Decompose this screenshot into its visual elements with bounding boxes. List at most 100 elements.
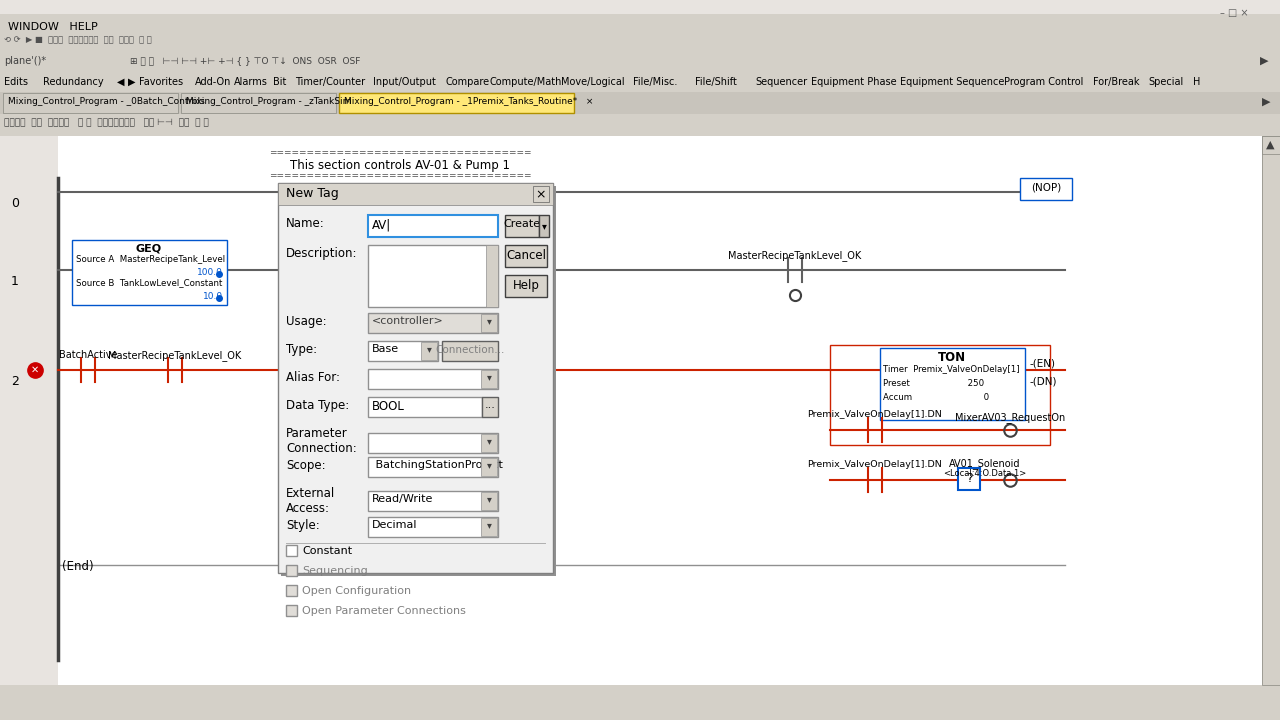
Bar (285, 545, 297, 556)
Bar (506, 275, 547, 297)
Bar (369, 517, 498, 537)
Text: WINDOW   HELP: WINDOW HELP (8, 22, 97, 32)
Bar (829, 345, 1050, 445)
Bar (0, 32, 1280, 52)
Text: 2: 2 (12, 375, 19, 388)
Text: <Local:4:O.Data.1>: <Local:4:O.Data.1> (943, 469, 1027, 478)
Text: TON: TON (938, 351, 966, 364)
Text: BatchingStationProject: BatchingStationProject (372, 460, 503, 470)
Text: ▶: ▶ (1262, 97, 1271, 107)
Text: Cancel: Cancel (506, 249, 547, 262)
Text: AV01_Solenoid: AV01_Solenoid (950, 458, 1020, 469)
Text: Alarms: Alarms (234, 77, 268, 87)
Text: AV|: AV| (372, 218, 392, 231)
Bar (339, 93, 573, 113)
Text: 1: 1 (12, 275, 19, 288)
Text: 100.0: 100.0 (197, 268, 223, 277)
Text: Equipment Phase: Equipment Phase (812, 77, 896, 87)
Bar (0, 72, 1280, 92)
Text: ▾: ▾ (426, 344, 431, 354)
Text: Compare: Compare (445, 77, 489, 87)
Bar (0, 136, 58, 685)
Text: ▾: ▾ (486, 520, 492, 530)
Bar (957, 468, 980, 490)
Text: ▾: ▾ (486, 494, 492, 504)
Bar (285, 585, 297, 596)
Text: Usage:: Usage: (285, 315, 326, 328)
Text: ▾: ▾ (486, 316, 492, 326)
Text: Sequencing: Sequencing (302, 566, 367, 576)
Bar (421, 342, 436, 360)
Bar (881, 348, 1025, 420)
Bar (1262, 136, 1280, 685)
Bar (0, 92, 1280, 114)
Text: ===================================: =================================== (269, 148, 531, 157)
Text: BatchActive: BatchActive (59, 350, 118, 360)
Text: ▲: ▲ (1266, 140, 1275, 150)
Text: Equipment Sequence: Equipment Sequence (900, 77, 1004, 87)
Text: Description:: Description: (285, 247, 357, 260)
Bar (285, 605, 297, 616)
Bar (481, 314, 497, 332)
Text: ▶: ▶ (1260, 56, 1268, 66)
Text: Base: Base (372, 344, 399, 354)
Text: Decimal: Decimal (372, 520, 417, 530)
Text: Create: Create (503, 219, 540, 229)
Text: ▾: ▾ (486, 372, 492, 382)
Text: MasterRecipeTankLevel_OK: MasterRecipeTankLevel_OK (109, 350, 242, 361)
Text: ...: ... (485, 400, 495, 410)
Bar (481, 518, 497, 536)
Bar (481, 492, 497, 510)
Text: MixerAV03_RequestOn: MixerAV03_RequestOn (955, 412, 1065, 423)
Bar (369, 215, 498, 237)
Text: BOOL: BOOL (372, 400, 404, 413)
Text: Mixing_Control_Program - _1Premix_Tanks_Routine*   ×: Mixing_Control_Program - _1Premix_Tanks_… (344, 97, 594, 106)
Text: Preset                     250: Preset 250 (883, 379, 984, 388)
Bar (0, 0, 1280, 14)
Text: File/Misc.: File/Misc. (634, 77, 678, 87)
Bar (481, 434, 497, 452)
Text: For/Break: For/Break (1093, 77, 1139, 87)
Bar (369, 369, 498, 389)
Text: 10.0: 10.0 (202, 292, 223, 301)
Text: ▾: ▾ (486, 436, 492, 446)
Text: MasterRecipeTankLevel_OK: MasterRecipeTankLevel_OK (728, 250, 861, 261)
Text: Source A  MasterRecipeTank_Level: Source A MasterRecipeTank_Level (76, 255, 225, 264)
Bar (180, 93, 335, 113)
Text: ▾: ▾ (486, 460, 492, 470)
Text: Read/Write: Read/Write (372, 494, 434, 504)
Bar (0, 114, 1280, 136)
Bar (506, 215, 539, 237)
Text: <controller>: <controller> (372, 316, 444, 326)
Bar (369, 341, 438, 361)
Text: Constant: Constant (302, 546, 352, 556)
Bar (442, 341, 498, 361)
Text: Timer/Counter: Timer/Counter (296, 77, 366, 87)
Bar (3, 93, 178, 113)
Bar (72, 240, 227, 305)
Text: Accum                          0: Accum 0 (883, 393, 989, 402)
Bar (1262, 136, 1280, 154)
Text: File/Shift: File/Shift (695, 77, 736, 87)
Bar (483, 397, 498, 417)
Text: ▾: ▾ (541, 221, 547, 231)
Text: Scope:: Scope: (285, 459, 325, 472)
Bar (0, 14, 1280, 32)
Bar (278, 183, 553, 205)
Text: Alias For:: Alias For: (285, 371, 340, 384)
Text: Favorites: Favorites (140, 77, 183, 87)
Bar (0, 136, 1262, 685)
Bar (369, 397, 483, 417)
Text: Help: Help (512, 279, 539, 292)
Bar (532, 186, 549, 202)
Bar (0, 52, 1280, 72)
Text: Type:: Type: (285, 343, 317, 356)
Text: Add-On: Add-On (195, 77, 232, 87)
Text: Timer  Premix_ValveOnDelay[1]: Timer Premix_ValveOnDelay[1] (883, 365, 1020, 374)
Bar (369, 245, 498, 307)
Text: Mixing_Control_Program - _0Batch_Controls: Mixing_Control_Program - _0Batch_Control… (8, 97, 205, 106)
Text: ◀: ◀ (116, 77, 124, 87)
Bar (278, 183, 553, 573)
Bar (481, 458, 497, 476)
Text: Redundancy: Redundancy (44, 77, 104, 87)
